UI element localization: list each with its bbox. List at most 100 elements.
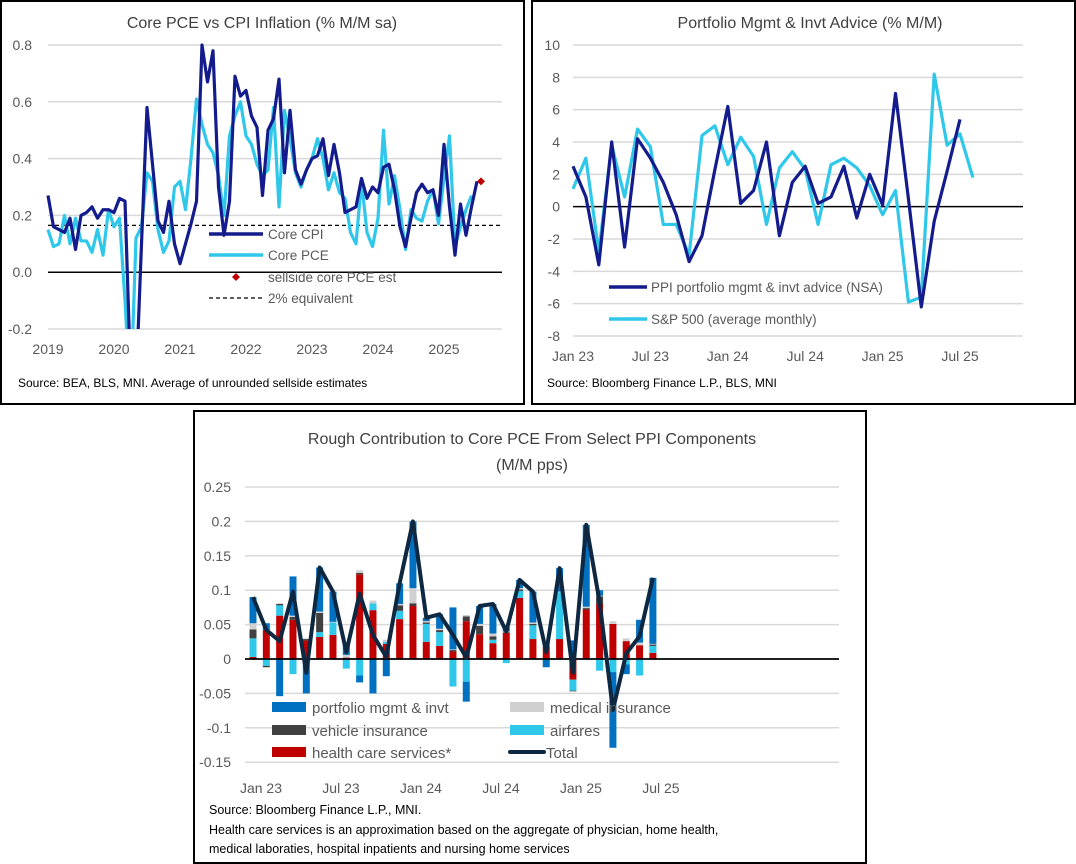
legend-label-estimate: sellside core PCE est bbox=[268, 270, 397, 285]
bar-airfares bbox=[502, 659, 510, 664]
x-tick-label: Jan 25 bbox=[560, 780, 602, 796]
bar-airfares bbox=[422, 623, 430, 642]
bar-health-care-services bbox=[529, 639, 537, 659]
bar-airfares bbox=[262, 659, 270, 666]
bar-portfolio-mgmt-invt bbox=[249, 597, 257, 624]
x-tick-label: Jan 23 bbox=[240, 780, 282, 796]
bar-health-care-services bbox=[449, 651, 457, 659]
bar-medical-insurance bbox=[382, 639, 390, 642]
bar-health-care-services bbox=[356, 574, 364, 659]
bar-portfolio-mgmt-invt bbox=[316, 567, 324, 612]
y-tick-label: 0.05 bbox=[204, 617, 231, 633]
source-note: Source: BEA, BLS, MNI. Average of unroun… bbox=[18, 376, 367, 390]
bar-airfares bbox=[556, 592, 564, 640]
legend-label-core-cpi: Core CPI bbox=[268, 227, 324, 242]
bar-medical-insurance bbox=[316, 611, 324, 613]
bar-portfolio-mgmt-invt bbox=[329, 591, 337, 622]
bar-health-care-services bbox=[262, 630, 270, 659]
bar-airfares bbox=[396, 610, 404, 620]
bar-airfares bbox=[489, 639, 497, 644]
bar-medical-insurance bbox=[342, 654, 350, 658]
bar-airfares bbox=[369, 603, 377, 611]
footnote-line-2: medical laboraties, hospital inpatients … bbox=[209, 842, 570, 856]
source-note: Source: Bloomberg Finance L.P., BLS, MNI bbox=[547, 376, 777, 390]
bar-health-care-services bbox=[502, 632, 510, 659]
bar-airfares bbox=[329, 622, 337, 635]
bar-health-care-services bbox=[422, 641, 430, 659]
bar-portfolio-mgmt-invt bbox=[489, 603, 497, 634]
legend-estimate-swatch bbox=[232, 273, 240, 281]
bar-medical-insurance bbox=[489, 633, 497, 637]
portfolio-mgmt-chart: Portfolio Mgmt & Invt Advice (% M/M) -8 -6… bbox=[544, 15, 1023, 390]
y-tick-label: 6 bbox=[552, 102, 560, 118]
bar-medical-insurance bbox=[302, 638, 310, 640]
bar-portfolio-mgmt-invt bbox=[569, 640, 577, 656]
bar-health-care-services bbox=[329, 634, 337, 659]
bar-vehicle-insurance bbox=[462, 616, 470, 622]
bar-health-care-services bbox=[489, 643, 497, 659]
legend-label-health-care-services: health care services* bbox=[312, 745, 451, 762]
y-tick-label: -6 bbox=[548, 296, 561, 312]
bar-portfolio-mgmt-invt bbox=[436, 614, 444, 629]
bar-medical-insurance bbox=[356, 570, 364, 573]
bar-health-care-services bbox=[409, 606, 417, 659]
total-line bbox=[251, 519, 655, 712]
x-tick-label: 2025 bbox=[428, 341, 459, 357]
x-tick-label: 2023 bbox=[296, 341, 327, 357]
bar-health-care-services bbox=[302, 640, 310, 659]
y-tick-label: -4 bbox=[548, 263, 561, 279]
x-tick-label: Jul 24 bbox=[787, 348, 825, 364]
bar-vehicle-insurance bbox=[489, 636, 497, 640]
legend-label-two-percent: 2% equivalent bbox=[268, 291, 353, 306]
bar-portfolio-mgmt-invt bbox=[476, 606, 484, 624]
bar-medical-insurance bbox=[396, 603, 404, 606]
x-tick-label: Jul 23 bbox=[322, 780, 360, 796]
legend-label-total: Total bbox=[546, 745, 578, 762]
bar-airfares bbox=[529, 625, 537, 640]
bar-medical-insurance bbox=[289, 615, 297, 618]
bar-airfares bbox=[342, 659, 350, 669]
legend-label-core-pce: Core PCE bbox=[268, 248, 329, 263]
legend-label-airfares: airfares bbox=[550, 723, 600, 740]
bar-health-care-services bbox=[249, 656, 257, 659]
bar-medical-insurance bbox=[622, 638, 630, 642]
bar-health-care-services bbox=[622, 641, 630, 659]
sellside-estimate-marker bbox=[477, 177, 485, 186]
bar-medical-insurance bbox=[249, 623, 257, 630]
bar-health-care-services bbox=[462, 621, 470, 659]
x-tick-label: 2022 bbox=[230, 341, 261, 357]
bar-health-care-services bbox=[289, 619, 297, 659]
bar-vehicle-insurance bbox=[249, 629, 257, 639]
x-tick-label: Jan 23 bbox=[552, 348, 594, 364]
bar-vehicle-insurance bbox=[529, 623, 537, 626]
bar-vehicle-insurance bbox=[436, 630, 444, 633]
legend-label-portfolio-mgmt-invt: portfolio mgmt & invt bbox=[312, 700, 450, 717]
bar-health-care-services bbox=[649, 652, 657, 659]
x-tick-label: Jul 24 bbox=[482, 780, 520, 796]
core-cpi-line bbox=[46, 43, 479, 329]
bar-medical-insurance bbox=[636, 642, 644, 646]
core-pce-vs-cpi-chart-panel: Core PCE vs CPI Inflation (% M/M sa) -0.2… bbox=[0, 0, 525, 405]
bar-medical-insurance bbox=[529, 622, 537, 624]
y-tick-label: 0.6 bbox=[13, 94, 33, 110]
bar-vehicle-insurance bbox=[516, 589, 524, 591]
bar-portfolio-mgmt-invt bbox=[382, 659, 390, 677]
y-tick-label: 10 bbox=[544, 37, 560, 53]
bar-health-care-services bbox=[582, 609, 590, 659]
legend-label-sp500: S&P 500 (average monthly) bbox=[651, 312, 817, 327]
bar-medical-insurance bbox=[516, 588, 524, 590]
bar-airfares bbox=[276, 605, 284, 616]
contribution-chart-panel: Rough Contribution to Core PCE From Sele… bbox=[193, 410, 867, 864]
bar-portfolio-mgmt-invt bbox=[356, 675, 364, 683]
bar-health-care-services bbox=[476, 634, 484, 659]
y-tick-label: 0.0 bbox=[13, 264, 33, 280]
bar-medical-insurance bbox=[449, 649, 457, 651]
bar-medical-insurance bbox=[329, 621, 337, 623]
bar-vehicle-insurance bbox=[302, 639, 310, 641]
x-tick-label: Jul 25 bbox=[941, 348, 979, 364]
legend-portfolio-mgmt-invt-swatch bbox=[272, 702, 306, 712]
bar-medical-insurance bbox=[409, 588, 417, 604]
x-tick-label: Jan 24 bbox=[400, 780, 442, 796]
bar-airfares bbox=[316, 632, 324, 637]
bar-airfares bbox=[382, 641, 390, 644]
